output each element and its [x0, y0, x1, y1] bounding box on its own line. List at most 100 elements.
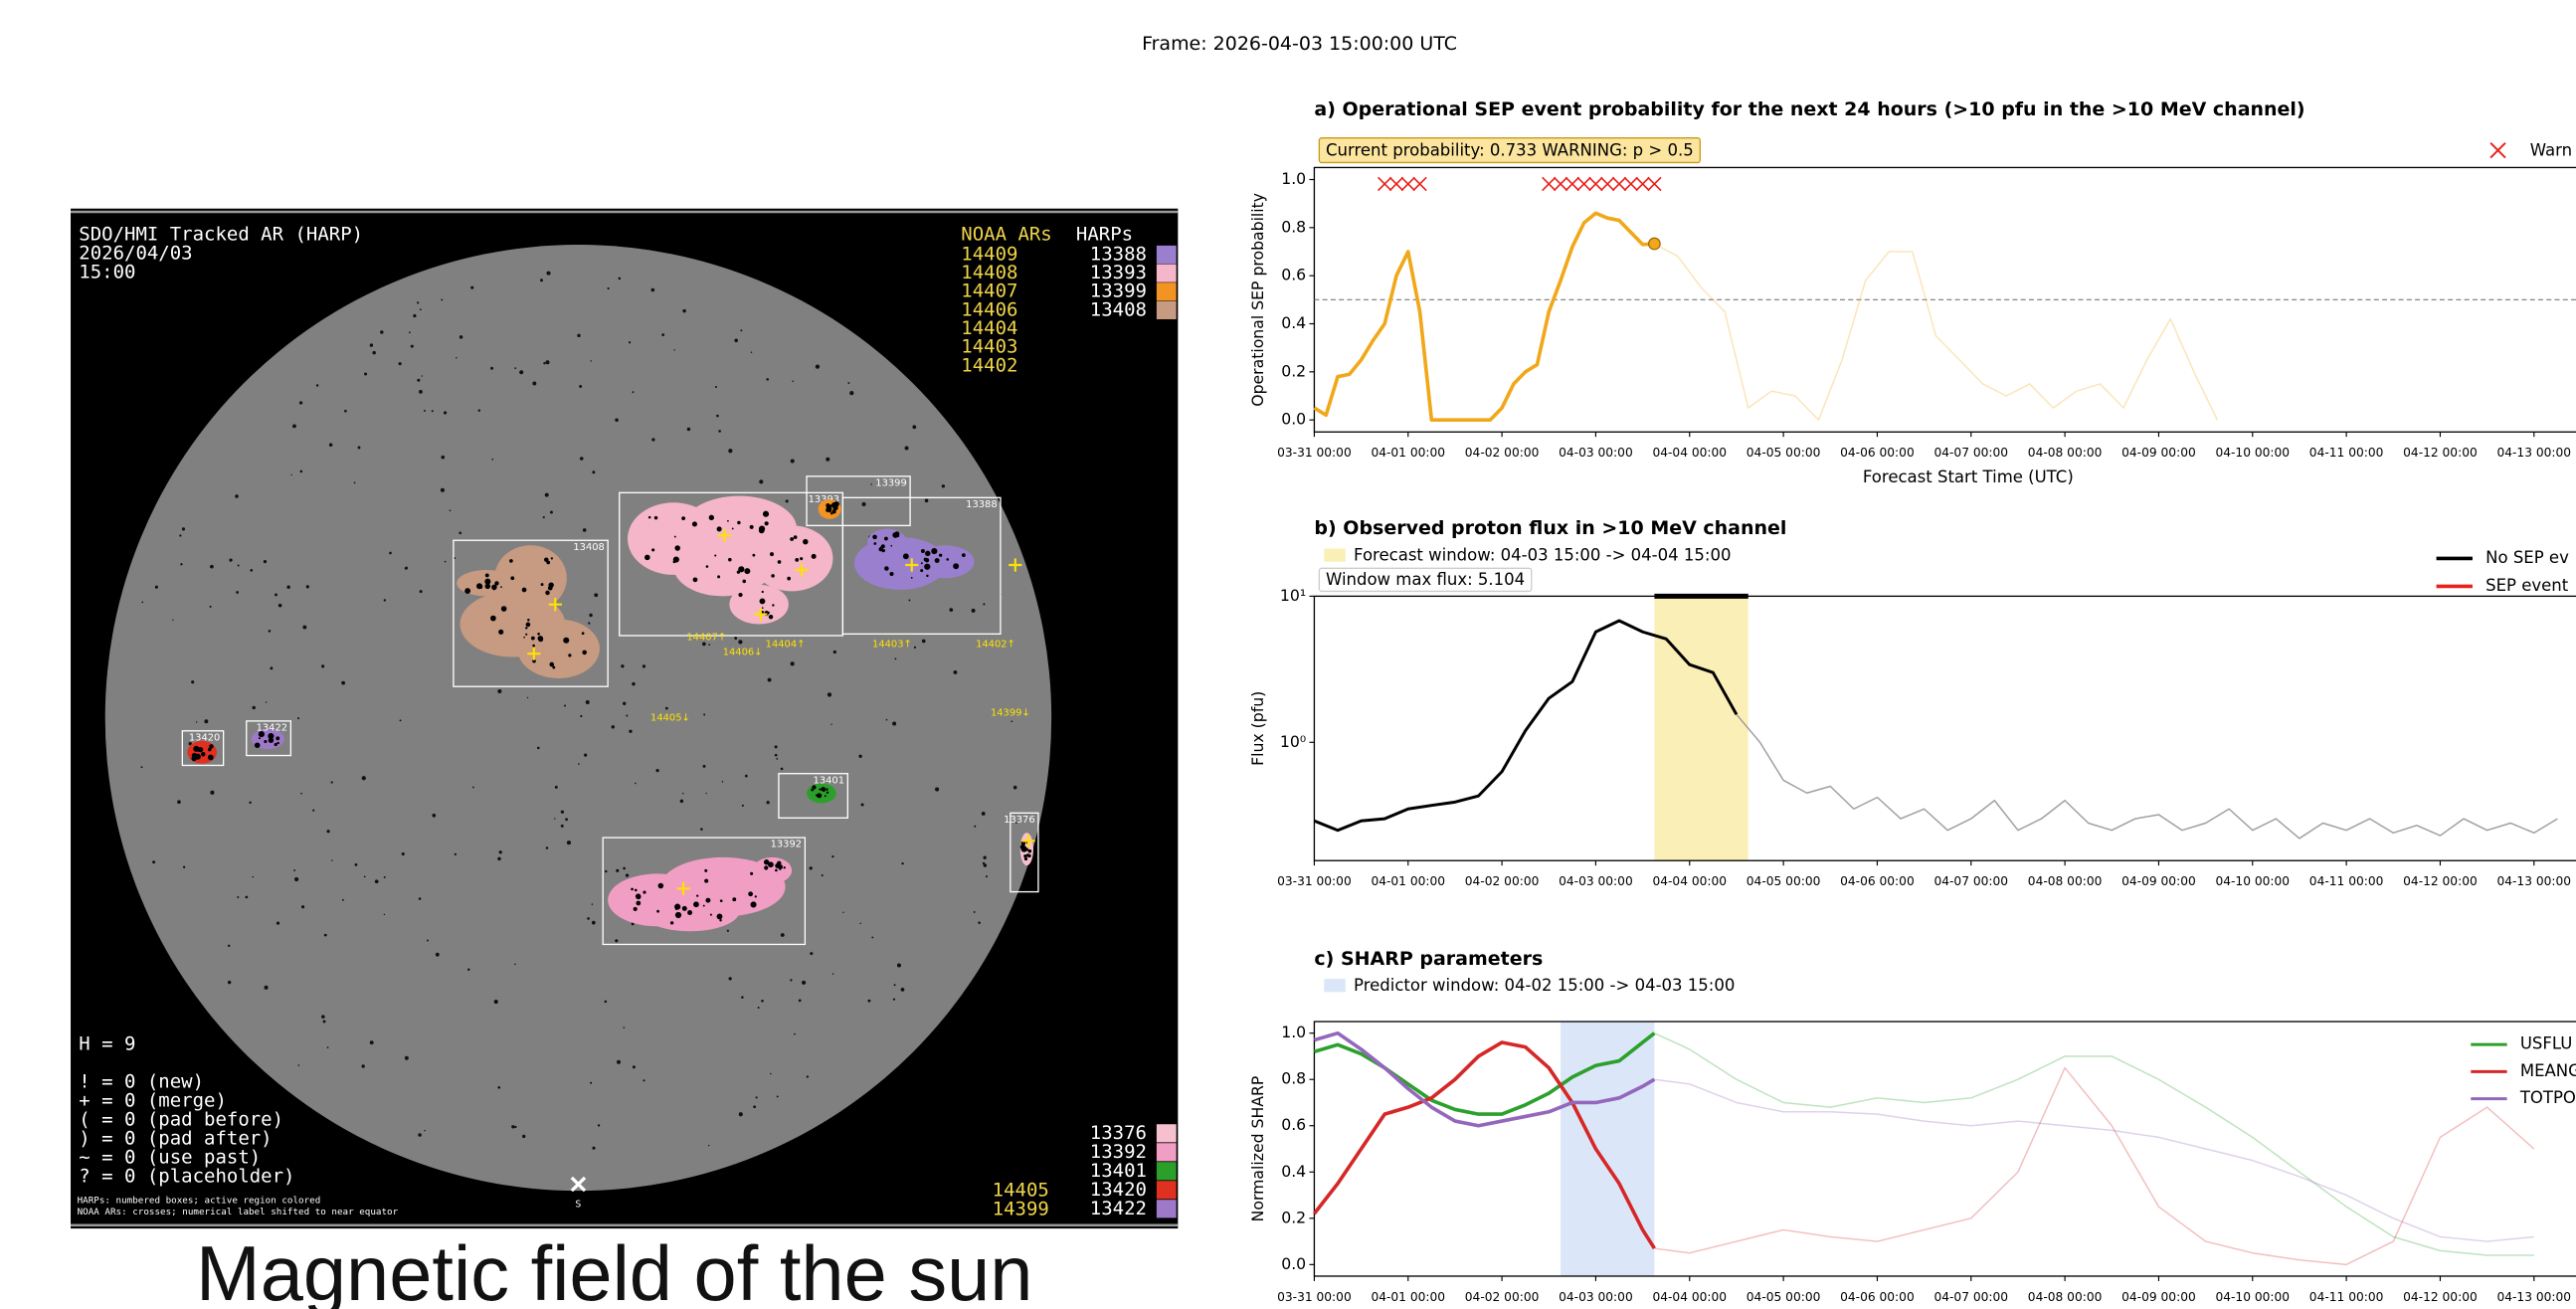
- sunspot-speck: [306, 585, 309, 588]
- sunspot: [527, 619, 529, 621]
- sunspot-speck: [847, 382, 849, 384]
- sunspot: [500, 586, 502, 588]
- harps-swatch: [1157, 265, 1177, 282]
- sunspot-speck: [546, 360, 550, 364]
- sunspot-speck: [588, 622, 590, 624]
- sunspot-speck: [753, 1105, 756, 1108]
- harps-swatch: [1157, 246, 1177, 264]
- sunspot-speck: [514, 1126, 516, 1128]
- sunspot: [768, 861, 774, 867]
- warning-cross: [1601, 177, 1614, 190]
- sunspot: [568, 654, 571, 656]
- sunspot-speck: [301, 905, 304, 908]
- sunspot-speck: [983, 856, 986, 859]
- sunspot: [771, 574, 775, 578]
- sunspot-speck: [511, 1125, 514, 1128]
- sunspot: [790, 537, 794, 541]
- sunspot: [762, 607, 764, 609]
- sunspot-speck: [236, 591, 239, 594]
- sunspot: [268, 733, 274, 739]
- sunspot-speck: [621, 664, 624, 667]
- sunspot-speck: [739, 1112, 743, 1116]
- sunspot-speck: [177, 800, 181, 804]
- sunspot-speck: [540, 279, 543, 281]
- sunspot-speck: [519, 370, 523, 374]
- sunspot: [812, 554, 817, 559]
- sunspot-speck: [229, 559, 232, 562]
- sunspot-speck: [172, 619, 173, 620]
- warning-cross: [1543, 177, 1556, 190]
- sunspot: [1024, 857, 1027, 860]
- x-tick-label: 04-01 00:00: [1371, 446, 1445, 460]
- sunspot: [693, 577, 698, 582]
- sunspot-speck: [810, 952, 813, 955]
- sunspot-speck: [567, 841, 571, 844]
- sunspot-speck: [741, 996, 744, 999]
- warning-cross: [1413, 177, 1426, 190]
- sunspot-speck: [665, 707, 668, 710]
- sunspot-speck: [344, 410, 347, 413]
- noaa-marker-label: 14404↑: [766, 639, 806, 650]
- body: Frame: 2026-04-03 15:00:00 UTC 134081339…: [0, 0, 2576, 1309]
- sunspot-speck: [389, 552, 392, 555]
- sunspot: [693, 901, 699, 907]
- sunspot-speck: [587, 917, 590, 920]
- series-line-forecast: [1654, 244, 2217, 420]
- sunspot: [873, 542, 876, 545]
- warning-cross: [1389, 177, 1402, 190]
- x-tick-label: 04-09 00:00: [2121, 446, 2196, 460]
- sunspot-speck: [626, 715, 628, 717]
- sunspot-speck: [632, 682, 635, 685]
- x-tick-label: 03-31 00:00: [1277, 446, 1352, 460]
- sunspot-speck: [341, 681, 345, 685]
- sunspot-speck: [914, 647, 916, 649]
- sunspot-speck: [543, 362, 545, 364]
- sunspot: [635, 889, 638, 892]
- sunspot-speck: [895, 657, 897, 659]
- sunspot-speck: [615, 939, 618, 942]
- x-tick-label: 04-11 00:00: [2309, 1290, 2384, 1304]
- harps-swatch: [1157, 1200, 1177, 1217]
- sunspot: [696, 894, 698, 896]
- x-tick-label: 04-02 00:00: [1465, 1290, 1540, 1304]
- sunspot-speck: [770, 1073, 772, 1075]
- y-tick-label: 0.6: [1281, 1115, 1306, 1134]
- sunspot-speck: [759, 479, 763, 483]
- harps-swatch: [1157, 1124, 1177, 1142]
- warning-cross: [1624, 177, 1637, 190]
- sunspot: [784, 866, 786, 868]
- sunspot-speck: [912, 425, 916, 429]
- sunspot-speck: [708, 644, 710, 646]
- sunspot: [962, 553, 966, 557]
- sunspot-speck: [228, 981, 231, 984]
- sunspot: [658, 883, 664, 889]
- sunspot-speck: [405, 1056, 409, 1060]
- annotation: Current probability: 0.733 WARNING: p > …: [1326, 140, 1694, 159]
- sunspot-speck: [384, 599, 386, 601]
- noaa-marker-label: 14402↑: [976, 639, 1015, 650]
- sunspot-speck: [826, 458, 829, 462]
- sunspot-speck: [729, 977, 732, 980]
- sunspot: [681, 516, 685, 520]
- sunspot-speck: [470, 286, 473, 289]
- sunspot-speck: [722, 781, 724, 783]
- sunspot-speck: [293, 869, 295, 871]
- sunspot-speck: [727, 930, 729, 932]
- sunspot-speck: [329, 443, 332, 446]
- sunspot: [748, 891, 753, 896]
- sunspot: [939, 554, 942, 557]
- sunspot-speck: [497, 689, 501, 693]
- y-axis-label: Operational SEP probability: [1248, 193, 1267, 407]
- sunspot-speck: [954, 670, 958, 674]
- sunspot-speck: [651, 288, 655, 292]
- harps-swatch: [1157, 1143, 1177, 1161]
- sunspot-speck: [942, 484, 945, 487]
- sunspot: [651, 548, 654, 551]
- sunspot-speck: [554, 818, 555, 819]
- sunspot: [704, 869, 707, 872]
- sunspot: [523, 637, 525, 639]
- warning-cross: [1648, 177, 1661, 190]
- current-marker: [1649, 238, 1661, 250]
- sunspot-speck: [578, 763, 580, 765]
- sunspot-speck: [742, 805, 744, 807]
